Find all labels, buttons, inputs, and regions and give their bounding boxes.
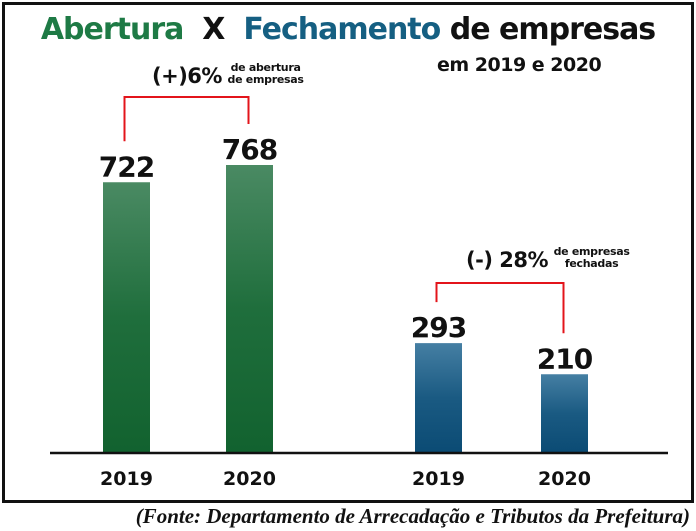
data-label: 722 bbox=[99, 150, 154, 183]
source-note: (Fonte: Departamento de Arrecadação e Tr… bbox=[135, 504, 690, 528]
data-label: 293 bbox=[411, 311, 466, 344]
x-tick-label: 2019 bbox=[100, 468, 153, 490]
data-label: 210 bbox=[537, 342, 593, 375]
bar-fechamento-2020 bbox=[541, 374, 588, 453]
chart-subtitle: em 2019 e 2020 bbox=[437, 54, 602, 76]
x-tick-label: 2019 bbox=[412, 468, 465, 490]
bar-abertura-2019 bbox=[103, 182, 150, 453]
annotation-fechamento: (-) 28% de empresas fechadas bbox=[466, 245, 630, 273]
title-rest: de empresas bbox=[449, 12, 656, 47]
annotation-fechamento-text-2: fechadas bbox=[564, 257, 619, 270]
annotation-abertura: (+)6% de abertura de empresas bbox=[152, 61, 304, 89]
data-label: 768 bbox=[222, 133, 277, 166]
annotation-abertura-value: (+)6% bbox=[152, 64, 222, 88]
annotation-fechamento-value: (-) 28% bbox=[466, 248, 549, 272]
comparison-bracket-abertura bbox=[123, 96, 250, 142]
title-fechamento: Fechamento bbox=[243, 12, 441, 47]
annotation-abertura-text-1: de abertura bbox=[230, 61, 301, 74]
bar-fechamento-2019 bbox=[415, 343, 462, 453]
annotation-fechamento-text-1: de empresas bbox=[553, 245, 630, 258]
annotation-abertura-text-2: de empresas bbox=[227, 73, 304, 86]
chart-title: Abertura X Fechamento de empresas bbox=[0, 12, 696, 47]
x-tick-label: 2020 bbox=[223, 468, 276, 490]
title-x: X bbox=[202, 12, 225, 47]
title-abertura: Abertura bbox=[40, 12, 185, 47]
comparison-bracket-fechamento bbox=[435, 282, 565, 334]
bar-abertura-2020 bbox=[226, 165, 273, 453]
x-tick-label: 2020 bbox=[538, 468, 591, 490]
